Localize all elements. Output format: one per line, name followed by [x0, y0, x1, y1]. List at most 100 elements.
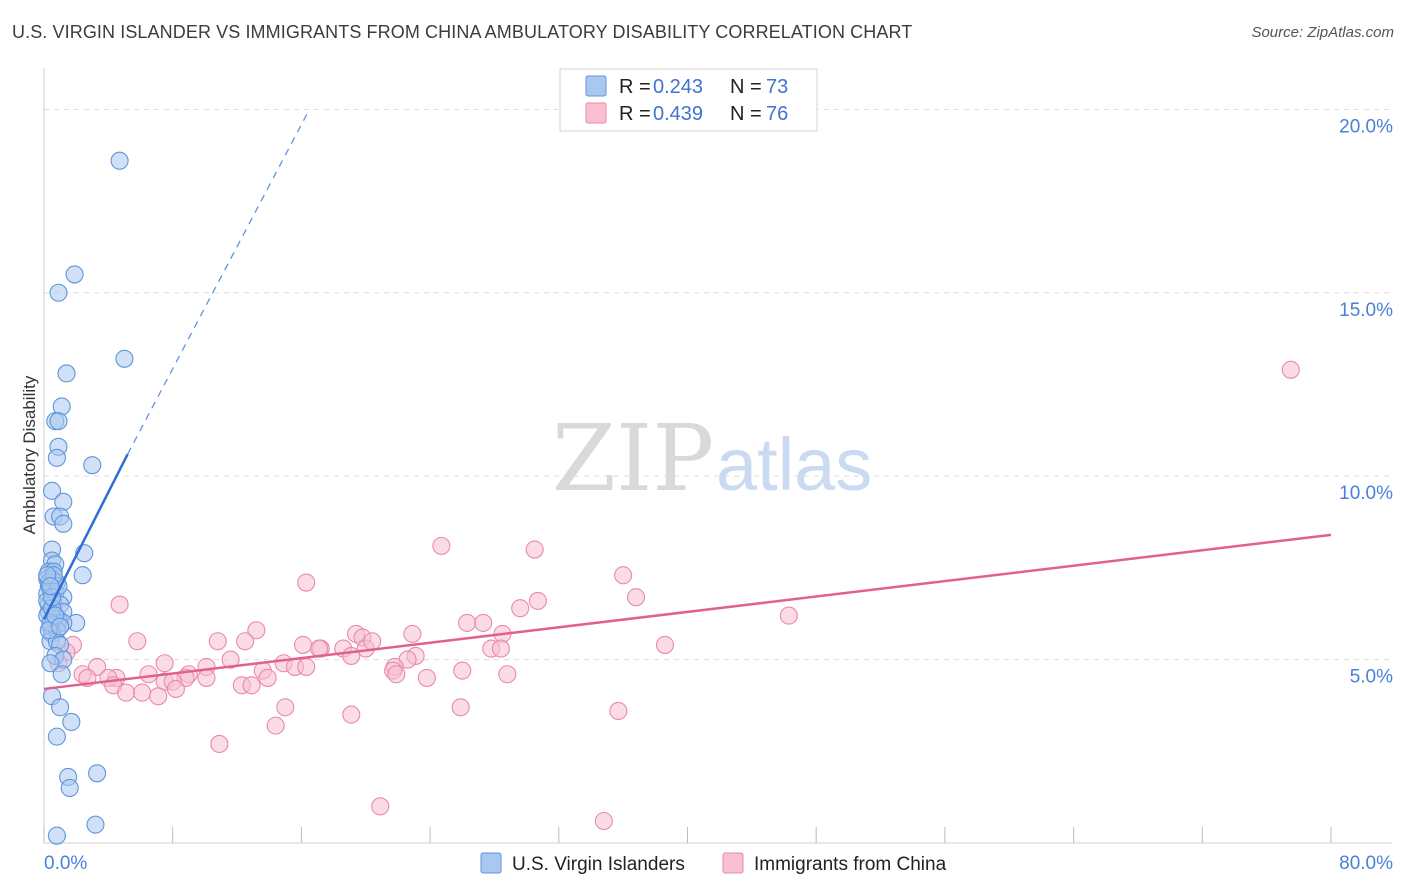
point-china-22 [293, 635, 313, 654]
point-china-68 [609, 701, 628, 720]
axes [43, 68, 1392, 844]
y-tick-label-3: 20.0% [1339, 116, 1393, 137]
point-china-9 [779, 606, 798, 625]
point-virgin-islanders-72 [41, 577, 60, 596]
chart-title: U.S. VIRGIN ISLANDER VS IMMIGRANTS FROM … [12, 22, 913, 42]
point-virgin-islanders-59 [86, 815, 105, 834]
watermark: ZIP atlas [552, 405, 872, 512]
point-virgin-islanders-2 [49, 283, 68, 302]
point-virgin-islanders-4 [57, 364, 76, 383]
point-virgin-islanders-12 [54, 492, 73, 511]
bottom-legend-label-blue: U.S. Virgin Islanders [512, 854, 685, 875]
point-china-13 [247, 621, 266, 640]
point-china-11 [474, 613, 493, 632]
point-china-31 [342, 646, 361, 665]
point-china-66 [276, 698, 295, 717]
point-china-10 [458, 613, 477, 632]
series-legend: U.S. Virgin Islanders Immigrants from Ch… [480, 852, 947, 875]
point-china-2 [525, 540, 544, 559]
point-china-8 [511, 599, 530, 618]
point-china-46 [498, 665, 517, 684]
grid-lines [44, 108, 1392, 661]
point-china-62 [166, 679, 185, 698]
x-tick-labels: 0.0% 80.0% [44, 853, 1393, 874]
correlation-legend: R = 0.243 N = 73 R = 0.439 N = 76 [559, 68, 818, 132]
point-china-63 [116, 683, 136, 702]
trend-line-virgin-islanders-extension [127, 109, 311, 455]
legend-swatch-blue [585, 75, 607, 97]
legend-n-value-1: 73 [766, 76, 788, 98]
y-tick-label-1: 10.0% [1339, 483, 1393, 504]
point-china-55 [258, 668, 277, 687]
point-virgin-islanders-58 [88, 764, 107, 783]
point-virgin-islanders-50 [41, 654, 60, 673]
point-china-71 [210, 734, 229, 754]
point-china-45 [387, 665, 406, 684]
legend-r-value-1: 0.243 [653, 76, 703, 98]
point-china-65 [149, 687, 168, 706]
legend-n-value-2: 76 [766, 103, 788, 125]
y-axis-label: Ambulatory Disability [20, 375, 39, 534]
point-virgin-islanders-55 [47, 727, 66, 746]
point-china-38 [297, 657, 316, 676]
point-china-18 [128, 632, 147, 651]
point-china-3 [614, 566, 633, 585]
y-tick-labels: 5.0% 10.0% 15.0% 20.0% [1339, 116, 1393, 687]
point-china-5 [626, 588, 646, 607]
point-china-61 [242, 676, 261, 695]
point-virgin-islanders-54 [62, 712, 81, 731]
bottom-legend-swatch-pink [722, 852, 744, 874]
point-virgin-islanders-60 [47, 826, 66, 845]
x-tick-label-max: 80.0% [1339, 853, 1393, 874]
point-virgin-islanders-22 [73, 566, 92, 585]
point-china-19 [208, 632, 227, 651]
point-china-73 [594, 811, 613, 831]
point-china-72 [371, 797, 390, 816]
point-virgin-islanders-9 [47, 448, 66, 467]
point-china-7 [110, 595, 129, 614]
point-china-56 [417, 668, 436, 687]
point-virgin-islanders-57 [60, 778, 79, 798]
point-china-47 [139, 665, 158, 684]
legend-r-value-2: 0.439 [653, 103, 703, 125]
legend-n-label-2: N = [730, 103, 762, 125]
point-china-75 [363, 632, 382, 651]
trend-line-virgin-islanders [42, 453, 129, 620]
y-tick-label-0: 5.0% [1350, 667, 1393, 688]
point-virgin-islanders-7 [49, 412, 68, 431]
point-china-15 [403, 624, 422, 643]
point-china-20 [236, 632, 255, 651]
watermark-atlas: atlas [716, 423, 872, 506]
legend-r-label-1: R = [619, 76, 651, 98]
point-china-53 [197, 668, 216, 687]
point-china-27 [491, 639, 510, 658]
point-china-44 [453, 661, 472, 680]
bottom-legend-swatch-blue [480, 852, 502, 874]
point-virgin-islanders-15 [54, 514, 73, 533]
legend-swatch-pink [585, 102, 607, 124]
watermark-zip: ZIP [552, 405, 714, 512]
point-virgin-islanders-1 [65, 265, 84, 284]
trend-lines [42, 109, 1332, 691]
point-china-69 [266, 716, 285, 735]
point-china-33 [221, 650, 240, 669]
point-virgin-islanders-10 [83, 456, 102, 475]
point-virgin-islanders-51 [52, 665, 71, 684]
chart-source: Source: ZipAtlas.com [1251, 24, 1394, 41]
y-tick-label-2: 15.0% [1339, 300, 1393, 321]
point-virgin-islanders-71 [51, 617, 70, 636]
point-china-6 [528, 591, 547, 610]
point-china-4 [297, 573, 316, 592]
point-china-0 [1281, 360, 1300, 379]
point-china-67 [451, 698, 470, 717]
point-china-64 [133, 683, 152, 702]
point-virgin-islanders-0 [110, 151, 129, 170]
point-china-1 [432, 536, 451, 555]
x-tick-label-min: 0.0% [44, 853, 87, 874]
point-china-70 [342, 705, 361, 724]
legend-n-label-1: N = [730, 76, 762, 98]
point-virgin-islanders-53 [51, 698, 70, 717]
point-virgin-islanders-3 [115, 349, 134, 368]
